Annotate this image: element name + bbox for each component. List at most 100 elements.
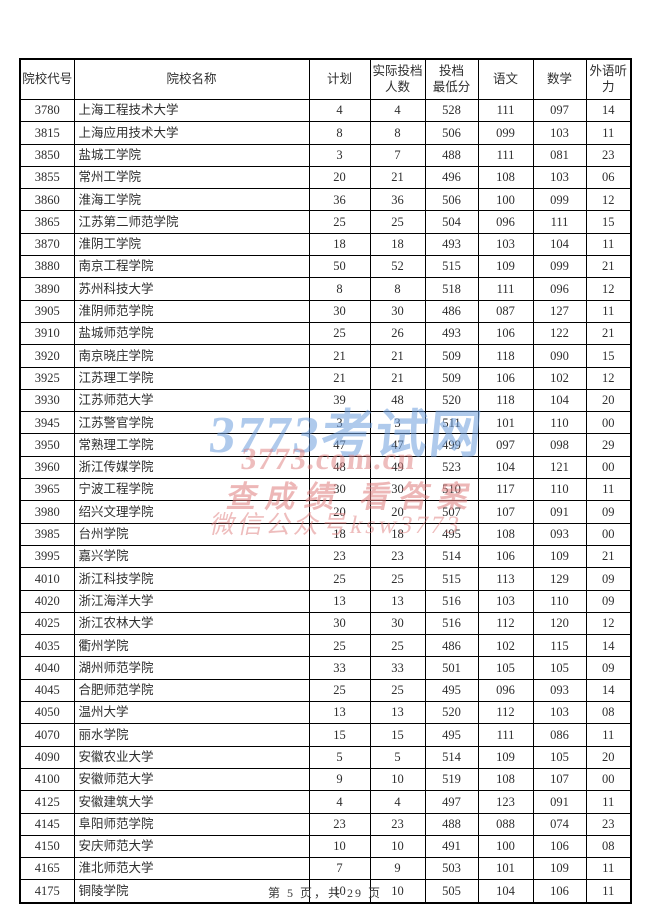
cell-listening: 06 (585, 165, 632, 190)
cell-code: 3865 (19, 210, 75, 234)
cell-code: 4010 (19, 567, 75, 591)
cell-actual: 30 (369, 478, 426, 502)
table-row: 4020 浙江海洋大学 13 13 516 103 110 09 (19, 589, 632, 613)
cell-name: 浙江传媒学院 (73, 455, 310, 480)
cell-plan: 4 (308, 790, 371, 814)
cell-plan: 39 (308, 388, 371, 413)
cell-plan: 33 (308, 656, 371, 680)
column-header-actual: 实际投档 人数 (369, 58, 426, 100)
table-row: 4175 铜陵学院 10 10 505 104 106 11 (19, 879, 632, 904)
cell-chinese: 096 (477, 210, 534, 234)
cell-math: 104 (532, 232, 587, 257)
cell-math: 093 (532, 678, 587, 703)
cell-actual: 21 (369, 344, 426, 368)
cell-chinese: 106 (477, 544, 534, 569)
cell-chinese: 113 (477, 567, 534, 591)
cell-chinese: 118 (477, 388, 534, 413)
cell-name: 安徽农业大学 (73, 745, 310, 769)
cell-min: 486 (424, 634, 479, 658)
cell-min: 486 (424, 299, 479, 323)
cell-code: 3950 (19, 433, 75, 457)
cell-code: 4035 (19, 634, 75, 658)
cell-listening: 00 (585, 455, 632, 480)
cell-name: 浙江海洋大学 (73, 589, 310, 613)
cell-name: 丽水学院 (73, 723, 310, 747)
cell-min: 493 (424, 232, 479, 257)
table-row: 4070 丽水学院 15 15 495 111 086 11 (19, 723, 632, 747)
cell-listening: 14 (585, 98, 632, 123)
cell-actual: 21 (369, 366, 426, 390)
table-row: 3965 宁波工程学院 30 30 510 117 110 11 (19, 478, 632, 502)
cell-chinese: 101 (477, 857, 534, 881)
cell-chinese: 112 (477, 701, 534, 725)
cell-min: 488 (424, 812, 479, 836)
column-header-plan: 计划 (308, 58, 371, 100)
cell-actual: 33 (369, 656, 426, 680)
cell-plan: 25 (308, 678, 371, 703)
cell-listening: 00 (585, 522, 632, 546)
cell-chinese: 088 (477, 812, 534, 836)
cell-min: 515 (424, 255, 479, 279)
cell-plan: 5 (308, 745, 371, 769)
cell-listening: 12 (585, 188, 632, 212)
cell-code: 3960 (19, 455, 75, 480)
cell-code: 3920 (19, 344, 75, 368)
cell-name: 合肥师范学院 (73, 678, 310, 703)
cell-min: 493 (424, 321, 479, 346)
column-header-math: 数学 (532, 58, 587, 100)
cell-actual: 4 (369, 98, 426, 123)
cell-code: 4020 (19, 589, 75, 613)
cell-code: 3945 (19, 411, 75, 435)
cell-code: 4150 (19, 834, 75, 859)
cell-chinese: 105 (477, 656, 534, 680)
cell-math: 099 (532, 188, 587, 212)
cell-actual: 26 (369, 321, 426, 346)
cell-listening: 11 (585, 478, 632, 502)
cell-chinese: 103 (477, 232, 534, 257)
cell-listening: 08 (585, 701, 632, 725)
cell-plan: 13 (308, 589, 371, 613)
table-row: 4010 浙江科技学院 25 25 515 113 129 09 (19, 567, 632, 591)
cell-name: 浙江农林大学 (73, 611, 310, 636)
cell-listening: 09 (585, 589, 632, 613)
table-row: 4145 阜阳师范学院 23 23 488 088 074 23 (19, 812, 632, 836)
cell-min: 509 (424, 366, 479, 390)
cell-plan: 30 (308, 478, 371, 502)
cell-listening: 23 (585, 143, 632, 167)
cell-plan: 10 (308, 834, 371, 859)
table-row: 4050 温州大学 13 13 520 112 103 08 (19, 701, 632, 725)
cell-code: 4025 (19, 611, 75, 636)
cell-actual: 5 (369, 745, 426, 769)
cell-chinese: 123 (477, 790, 534, 814)
cell-min: 509 (424, 344, 479, 368)
table-row: 3985 台州学院 18 18 495 108 093 00 (19, 522, 632, 546)
cell-chinese: 107 (477, 500, 534, 524)
table-row: 3890 苏州科技大学 8 8 518 111 096 12 (19, 277, 632, 301)
cell-actual: 25 (369, 634, 426, 658)
cell-plan: 25 (308, 567, 371, 591)
cell-plan: 18 (308, 522, 371, 546)
cell-actual: 10 (369, 879, 426, 904)
cell-code: 4090 (19, 745, 75, 769)
cell-chinese: 104 (477, 455, 534, 480)
cell-chinese: 104 (477, 879, 534, 904)
cell-name: 淮北师范大学 (73, 857, 310, 881)
cell-min: 515 (424, 567, 479, 591)
cell-min: 504 (424, 210, 479, 234)
cell-min: 495 (424, 678, 479, 703)
cell-name: 南京工程学院 (73, 255, 310, 279)
cell-listening: 23 (585, 812, 632, 836)
cell-chinese: 103 (477, 589, 534, 613)
cell-math: 120 (532, 611, 587, 636)
cell-actual: 23 (369, 544, 426, 569)
cell-min: 514 (424, 745, 479, 769)
table-body: 3780 上海工程技术大学 4 4 528 111 097 14 3815 上海应用技术大学 8 8 5… (19, 98, 632, 904)
cell-math: 106 (532, 879, 587, 904)
cell-actual: 7 (369, 143, 426, 167)
cell-math: 115 (532, 634, 587, 658)
cell-listening: 21 (585, 321, 632, 346)
cell-chinese: 111 (477, 277, 534, 301)
cell-math: 096 (532, 277, 587, 301)
cell-name: 盐城师范学院 (73, 321, 310, 346)
